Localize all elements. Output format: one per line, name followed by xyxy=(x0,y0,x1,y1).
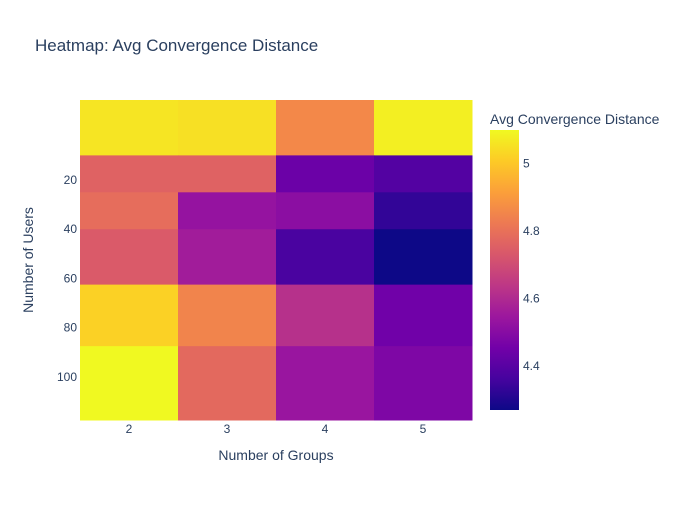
heatmap-cell xyxy=(374,155,473,193)
x-tick-label: 5 xyxy=(420,422,427,436)
colorbar-tick-label: 4.4 xyxy=(523,359,540,373)
heatmap-cell xyxy=(276,192,375,230)
colorbar xyxy=(490,130,519,410)
y-tick-label: 100 xyxy=(57,370,77,384)
heatmap-cell xyxy=(80,284,179,347)
heatmap-cell xyxy=(374,229,473,286)
y-tick-label: 20 xyxy=(64,173,78,187)
y-axis-ticks: 20 40 60 80 100 xyxy=(57,173,77,384)
colorbar-tick-label: 5 xyxy=(523,157,530,171)
chart-title: Heatmap: Avg Convergence Distance xyxy=(35,36,318,55)
x-tick-label: 3 xyxy=(224,422,231,436)
heatmap-cell xyxy=(80,100,179,156)
heatmap-cell xyxy=(178,100,277,156)
heatmap-cell xyxy=(374,346,473,421)
colorbar-tick-label: 4.8 xyxy=(523,224,540,238)
y-tick-label: 60 xyxy=(64,271,78,285)
x-axis-ticks: 2 3 4 5 xyxy=(126,422,427,436)
heatmap-cell xyxy=(178,229,277,286)
heatmap-cell xyxy=(374,192,473,230)
heatmap-cell xyxy=(276,346,375,421)
colorbar-ticks: 4.4 4.6 4.8 5 xyxy=(523,157,540,373)
heatmap-cells xyxy=(80,100,473,421)
x-axis-title: Number of Groups xyxy=(218,447,333,463)
colorbar-title: Avg Convergence Distance xyxy=(490,111,660,127)
heatmap-cell xyxy=(178,192,277,230)
colorbar-tick-label: 4.6 xyxy=(523,292,540,306)
x-tick-label: 2 xyxy=(126,422,133,436)
heatmap-cell xyxy=(80,155,179,193)
heatmap-cell xyxy=(178,155,277,193)
heatmap-cell xyxy=(374,100,473,156)
heatmap-cell xyxy=(178,284,277,347)
heatmap-cell xyxy=(276,229,375,286)
heatmap-cell xyxy=(80,192,179,230)
heatmap-cell xyxy=(276,284,375,347)
heatmap-cell xyxy=(276,100,375,156)
heatmap-cell xyxy=(178,346,277,421)
y-tick-label: 80 xyxy=(64,321,78,335)
heatmap-cell xyxy=(80,229,179,286)
heatmap-cell xyxy=(80,346,179,421)
y-axis-title: Number of Users xyxy=(20,207,36,313)
x-tick-label: 4 xyxy=(322,422,329,436)
heatmap-cell xyxy=(276,155,375,193)
heatmap-cell xyxy=(374,284,473,347)
y-tick-label: 40 xyxy=(64,222,78,236)
